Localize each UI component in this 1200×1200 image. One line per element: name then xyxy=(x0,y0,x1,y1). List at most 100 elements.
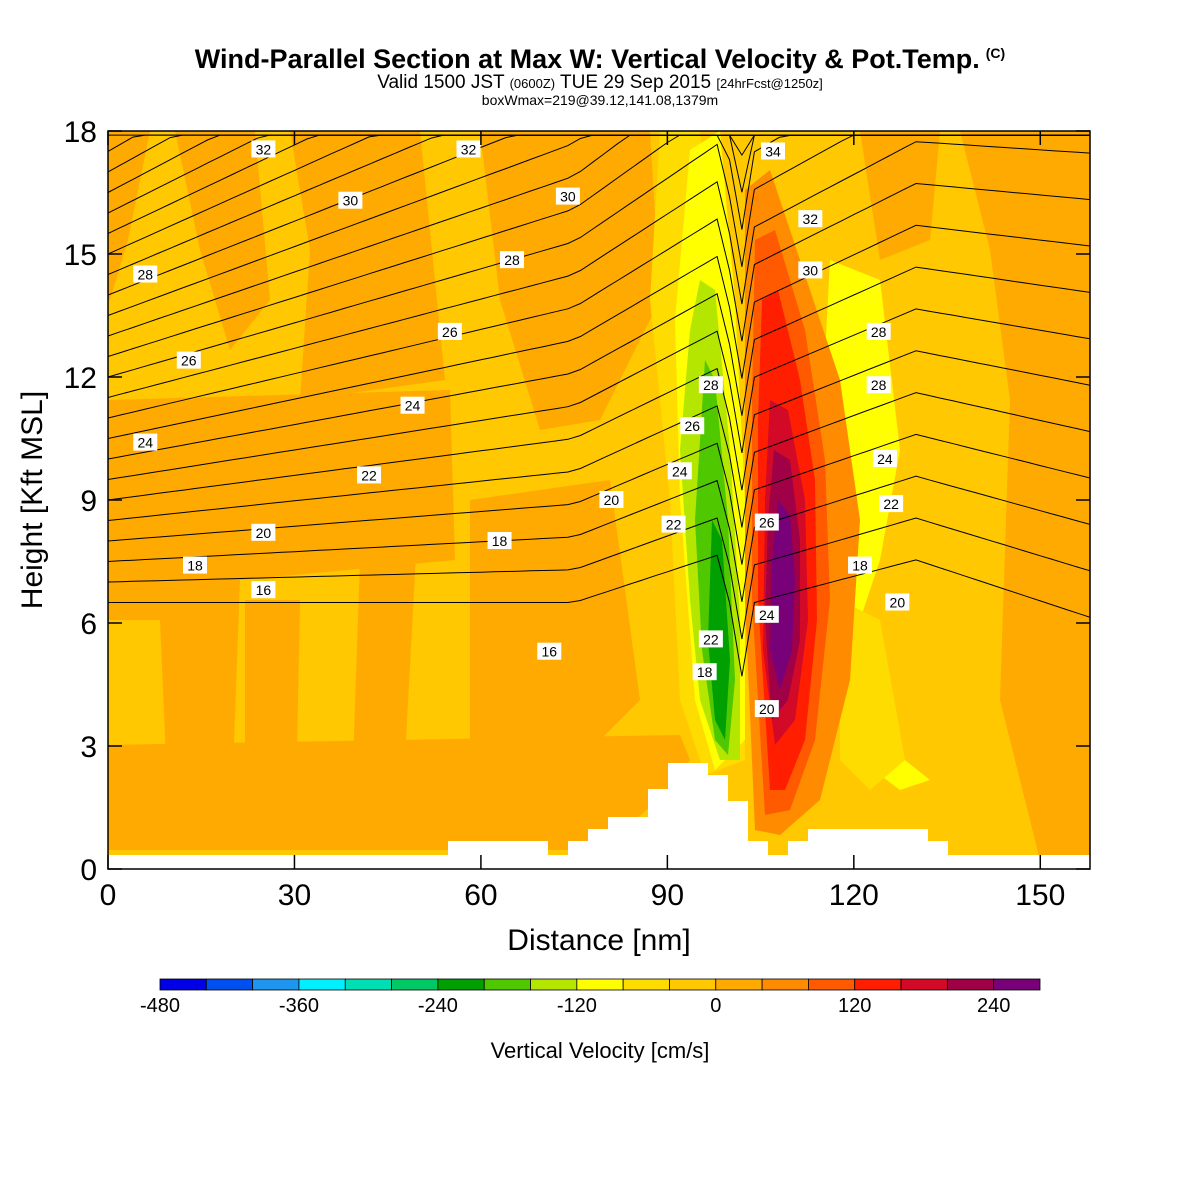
contour-label: 22 xyxy=(666,517,682,533)
contour-label: 18 xyxy=(697,664,713,680)
contour-label-box xyxy=(698,630,723,648)
contour-label-box xyxy=(251,581,276,599)
colorbar xyxy=(159,978,1041,991)
contour-label-box xyxy=(848,556,873,574)
theta-isoline xyxy=(108,350,1090,501)
y-tick-label: 12 xyxy=(64,362,97,395)
contour-label-box xyxy=(680,417,705,435)
theta-isoline xyxy=(108,554,1090,677)
contour-label-box xyxy=(754,605,779,623)
contour-label: 28 xyxy=(138,267,154,283)
colorbar-tick-label: -240 xyxy=(418,995,458,1017)
contour-label: 28 xyxy=(703,377,719,393)
chart-title: Wind-Parallel Section at Max W: Vertical… xyxy=(194,44,1006,74)
contour-label: 30 xyxy=(343,193,359,209)
y-tick-label: 18 xyxy=(64,116,97,149)
copyright-mark: (C) xyxy=(985,45,1006,61)
contour-label-box xyxy=(251,523,276,541)
contour-label-box xyxy=(456,140,481,158)
contour-label: 28 xyxy=(504,252,520,268)
contour-label: 20 xyxy=(604,492,620,508)
green-dark xyxy=(708,520,730,740)
contour-label-box xyxy=(879,495,904,513)
theta-isoline xyxy=(108,475,1090,602)
colorbar-tick-label: 120 xyxy=(838,995,871,1017)
x-tick-label: 0 xyxy=(100,879,117,912)
x-tick-labels: 0 30 60 90 120 150 xyxy=(100,879,1066,912)
contour-label: 32 xyxy=(461,141,477,157)
theta-isoline xyxy=(108,266,1090,460)
theta-contour-labels: 32 32 34 30 30 32 28 28 30 26 28 26 28 28 24 26 24 24 24 22… xyxy=(133,140,910,718)
theta-isoline xyxy=(108,141,1090,398)
colorbar-swatch xyxy=(159,978,207,991)
contour-label-box xyxy=(754,513,779,531)
theta-contours xyxy=(108,134,1090,677)
colorbar-swatch xyxy=(993,978,1041,991)
colorbar-swatch xyxy=(808,978,856,991)
contour-label-box xyxy=(599,491,624,508)
terrain xyxy=(108,763,1090,869)
colorbar-swatch xyxy=(576,978,624,991)
contour-label-box xyxy=(357,466,382,484)
chart-subtitle: boxWmax=219@39.12,141.08,1379m xyxy=(481,92,719,108)
contour-label-box xyxy=(537,642,562,660)
colorbar-swatch xyxy=(530,978,578,991)
contour-label: 22 xyxy=(361,467,377,483)
orange-band-mid xyxy=(245,131,660,850)
contour-label: 24 xyxy=(405,398,421,414)
theta-isoline xyxy=(108,308,1090,480)
colorbar-swatch xyxy=(391,978,439,991)
contour-label: 30 xyxy=(560,189,576,205)
theta-isoline xyxy=(108,392,1090,528)
contour-label-box xyxy=(487,532,512,549)
x-tick-label: 60 xyxy=(464,879,497,912)
colorbar-swatch xyxy=(344,978,392,991)
contour-label: 26 xyxy=(759,515,775,531)
contour-label-box xyxy=(698,376,723,394)
colorbar-tick-label: -360 xyxy=(279,995,319,1017)
contour-label-box xyxy=(176,351,201,369)
contour-label: 24 xyxy=(138,435,154,451)
colorbar-tick-labels: -480 -360 -240 -120 0 120 240 xyxy=(140,995,1010,1017)
colorbar-swatch xyxy=(437,978,485,991)
contour-label: 20 xyxy=(890,595,906,611)
colorbar-swatch xyxy=(622,978,670,991)
theta-isoline xyxy=(108,182,1090,419)
axis-ticks xyxy=(107,130,1090,870)
x-tick-label: 90 xyxy=(651,879,684,912)
contour-label: 16 xyxy=(256,582,272,598)
colorbar-label: Vertical Velocity [cm/s] xyxy=(491,1038,710,1063)
colorbar-tick-label: -120 xyxy=(557,995,597,1017)
x-tick-label: 150 xyxy=(1015,879,1065,912)
contour-label-box xyxy=(183,556,208,574)
theta-isoline xyxy=(108,224,1090,439)
contour-label: 26 xyxy=(684,418,700,434)
contour-label-box xyxy=(400,396,425,414)
colorbar-swatch xyxy=(298,978,346,991)
contour-label-box xyxy=(251,140,276,158)
contour-label-box xyxy=(437,322,462,340)
contour-label: 30 xyxy=(803,262,819,278)
contour-label: 26 xyxy=(442,324,458,340)
y-tick-labels: 0 3 6 9 12 15 18 xyxy=(64,116,97,887)
contour-label: 32 xyxy=(803,211,819,227)
y-axis-label: Height [Kft MSL] xyxy=(16,391,49,609)
contour-label-box xyxy=(133,433,158,451)
y-tick-label: 6 xyxy=(80,608,97,641)
contour-label-box xyxy=(667,462,692,480)
colorbar-tick-label: 0 xyxy=(710,995,721,1017)
contour-label: 18 xyxy=(187,558,203,574)
orange-band-right xyxy=(860,131,1090,860)
contour-label: 24 xyxy=(759,607,775,623)
contour-label-box xyxy=(866,376,891,394)
y-tick-label: 9 xyxy=(80,485,97,518)
x-tick-label: 120 xyxy=(829,879,879,912)
orange-band-left xyxy=(108,131,455,850)
y-tick-label: 0 xyxy=(80,854,97,887)
contour-label-box xyxy=(692,663,717,681)
contour-label-box xyxy=(866,322,891,340)
contour-label-box xyxy=(885,593,910,611)
contour-label: 16 xyxy=(541,644,557,660)
x-tick-label: 30 xyxy=(278,879,311,912)
